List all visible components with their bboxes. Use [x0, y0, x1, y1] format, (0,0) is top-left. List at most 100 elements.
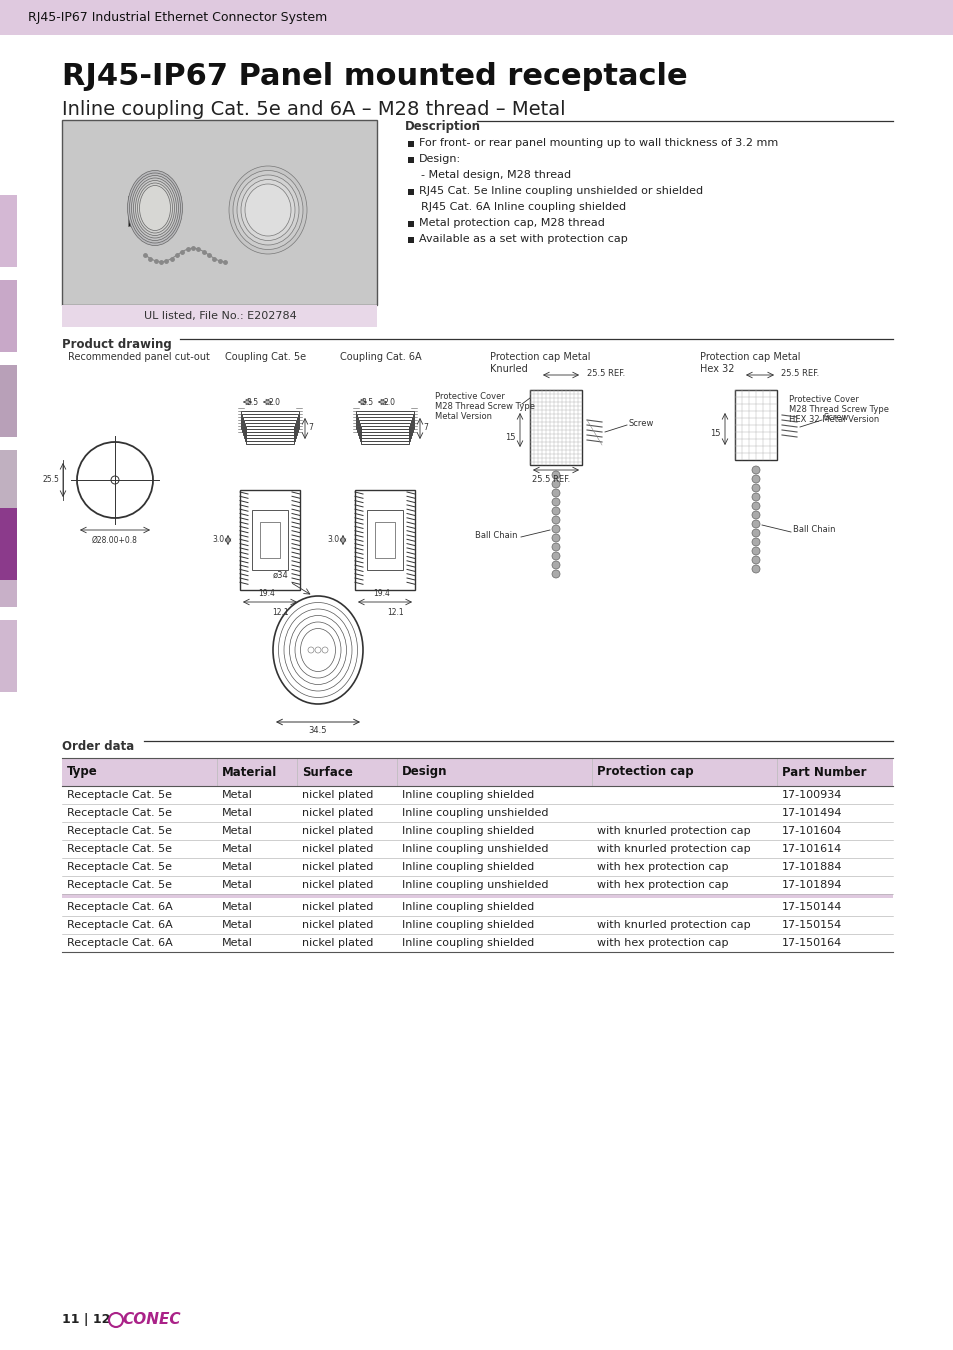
Text: with knurled protection cap: with knurled protection cap: [597, 844, 750, 855]
Text: Inline coupling unshielded: Inline coupling unshielded: [401, 809, 548, 818]
Text: Design:: Design:: [418, 154, 460, 163]
Circle shape: [552, 489, 559, 497]
Bar: [0, 508, 17, 580]
Bar: [0, 620, 17, 693]
Bar: [128, 196, 175, 225]
Text: 17-101884: 17-101884: [781, 863, 841, 872]
Text: Metal: Metal: [222, 938, 253, 948]
Text: Inline coupling shielded: Inline coupling shielded: [401, 938, 534, 948]
Bar: [244, 420, 295, 437]
Text: Inline coupling shielded: Inline coupling shielded: [401, 863, 534, 872]
Circle shape: [552, 552, 559, 560]
Bar: [0, 450, 17, 522]
Text: nickel plated: nickel plated: [302, 790, 373, 801]
Text: 12.1: 12.1: [387, 608, 403, 617]
Text: RJ45 Cat. 6A Inline coupling shielded: RJ45 Cat. 6A Inline coupling shielded: [420, 202, 625, 212]
Text: CONEC: CONEC: [122, 1312, 180, 1327]
Bar: [0, 364, 17, 437]
Text: nickel plated: nickel plated: [302, 902, 373, 913]
Ellipse shape: [236, 176, 298, 244]
Ellipse shape: [139, 185, 171, 231]
Bar: [0, 535, 17, 608]
Text: 17-101894: 17-101894: [781, 880, 841, 890]
Text: Metal: Metal: [222, 844, 253, 855]
Text: nickel plated: nickel plated: [302, 919, 373, 930]
Circle shape: [751, 512, 760, 518]
Text: Receptacle Cat. 5e: Receptacle Cat. 5e: [67, 880, 172, 890]
Bar: [355, 410, 414, 429]
Ellipse shape: [128, 170, 182, 246]
Text: 3.0: 3.0: [213, 536, 225, 544]
Text: 7: 7: [422, 424, 428, 432]
Text: Coupling Cat. 6A: Coupling Cat. 6A: [339, 352, 421, 362]
Text: Receptacle Cat. 5e: Receptacle Cat. 5e: [67, 826, 172, 836]
Text: Inline coupling shielded: Inline coupling shielded: [401, 826, 534, 836]
Text: Inline coupling shielded: Inline coupling shielded: [401, 919, 534, 930]
Text: Metal: Metal: [222, 809, 253, 818]
Text: 25.5 REF.: 25.5 REF.: [586, 369, 624, 378]
Text: Metal: Metal: [222, 863, 253, 872]
Text: Receptacle Cat. 5e: Receptacle Cat. 5e: [67, 863, 172, 872]
Text: Material: Material: [222, 765, 277, 779]
Text: 19.4: 19.4: [257, 589, 274, 598]
Bar: [240, 490, 299, 590]
Text: Type: Type: [67, 765, 97, 779]
Bar: [408, 157, 414, 163]
Bar: [0, 279, 17, 352]
Ellipse shape: [133, 178, 176, 238]
Bar: [241, 410, 298, 429]
Text: 7: 7: [308, 424, 313, 432]
Bar: [62, 757, 892, 786]
Text: Receptacle Cat. 5e: Receptacle Cat. 5e: [67, 790, 172, 801]
Bar: [408, 189, 414, 194]
Circle shape: [751, 502, 760, 510]
Text: Order data: Order data: [62, 740, 134, 753]
Circle shape: [552, 535, 559, 541]
Text: Available as a set with protection cap: Available as a set with protection cap: [418, 234, 627, 244]
Text: RJ45-IP67 Industrial Ethernet Connector System: RJ45-IP67 Industrial Ethernet Connector …: [28, 11, 327, 23]
Ellipse shape: [137, 184, 172, 234]
Bar: [245, 423, 294, 441]
Circle shape: [751, 475, 760, 483]
Text: Receptacle Cat. 5e: Receptacle Cat. 5e: [67, 809, 172, 818]
Text: Inline coupling unshielded: Inline coupling unshielded: [401, 844, 548, 855]
Text: nickel plated: nickel plated: [302, 844, 373, 855]
Bar: [243, 417, 296, 435]
Text: Metal: Metal: [222, 790, 253, 801]
Text: Design: Design: [401, 765, 447, 779]
Text: Protective Cover: Protective Cover: [435, 392, 504, 401]
Text: Surface: Surface: [302, 765, 353, 779]
Bar: [242, 414, 297, 432]
Text: nickel plated: nickel plated: [302, 938, 373, 948]
Text: 11 | 12: 11 | 12: [62, 1314, 111, 1327]
Text: with hex protection cap: with hex protection cap: [597, 880, 728, 890]
Bar: [356, 414, 413, 432]
Text: Metal: Metal: [222, 826, 253, 836]
Text: M28 Thread Screw Type: M28 Thread Screw Type: [788, 405, 888, 414]
Text: Recommended panel cut-out: Recommended panel cut-out: [68, 352, 210, 362]
Bar: [530, 390, 581, 464]
Text: 17-150164: 17-150164: [781, 938, 841, 948]
Bar: [358, 420, 411, 437]
Circle shape: [77, 441, 152, 518]
Text: Metal: Metal: [222, 880, 253, 890]
Text: 2.0: 2.0: [384, 398, 395, 406]
Text: 2.0: 2.0: [269, 398, 281, 406]
Text: 17-100934: 17-100934: [781, 790, 841, 801]
Circle shape: [552, 516, 559, 524]
Text: UL listed, File No.: E202784: UL listed, File No.: E202784: [144, 310, 296, 321]
Text: RJ45-IP67 Panel mounted receptacle: RJ45-IP67 Panel mounted receptacle: [62, 62, 687, 90]
Text: 15: 15: [505, 432, 516, 441]
Text: Receptacle Cat. 6A: Receptacle Cat. 6A: [67, 938, 172, 948]
Bar: [0, 194, 17, 267]
Text: 17-101494: 17-101494: [781, 809, 841, 818]
Bar: [301, 639, 335, 662]
Text: 17-101604: 17-101604: [781, 826, 841, 836]
Text: 19.4: 19.4: [373, 589, 390, 598]
Text: 25.5 REF.: 25.5 REF.: [532, 475, 570, 485]
Text: 15: 15: [710, 429, 720, 439]
Text: with knurled protection cap: with knurled protection cap: [597, 919, 750, 930]
Bar: [408, 221, 414, 227]
Text: 17-150144: 17-150144: [781, 902, 841, 913]
Circle shape: [552, 471, 559, 479]
